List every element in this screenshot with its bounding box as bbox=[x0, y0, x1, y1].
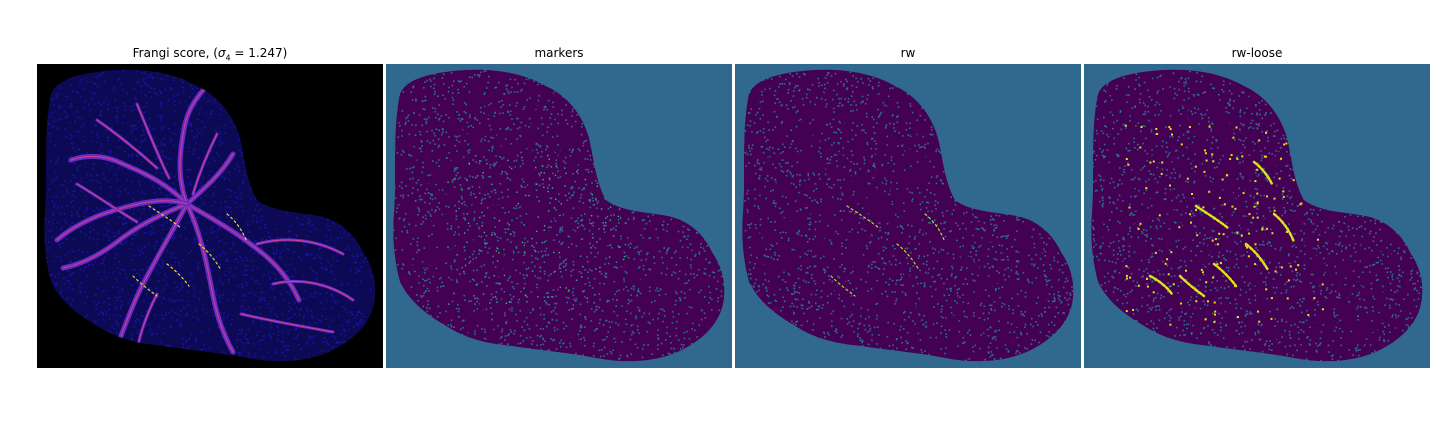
vessel-network bbox=[1101, 81, 1402, 355]
image-rw bbox=[735, 64, 1081, 368]
panel-title-markers: markers bbox=[534, 46, 584, 60]
vessel-network bbox=[403, 81, 704, 355]
panel-title-rw: rw bbox=[900, 46, 916, 60]
highlight-segments bbox=[830, 205, 946, 297]
image-frangi bbox=[37, 64, 383, 368]
panel-title-rw-loose: rw-loose bbox=[1231, 46, 1283, 60]
vessel-network bbox=[54, 81, 355, 355]
vessel-network bbox=[752, 81, 1053, 355]
image-rw-loose bbox=[1084, 64, 1430, 368]
image-markers bbox=[386, 64, 732, 368]
loose-spots bbox=[1124, 124, 1324, 326]
highlight-segments bbox=[132, 205, 248, 297]
panel-title-frangi: Frangi score, (σ4 = 1.247) bbox=[132, 46, 288, 63]
tissue-region bbox=[742, 69, 1074, 362]
